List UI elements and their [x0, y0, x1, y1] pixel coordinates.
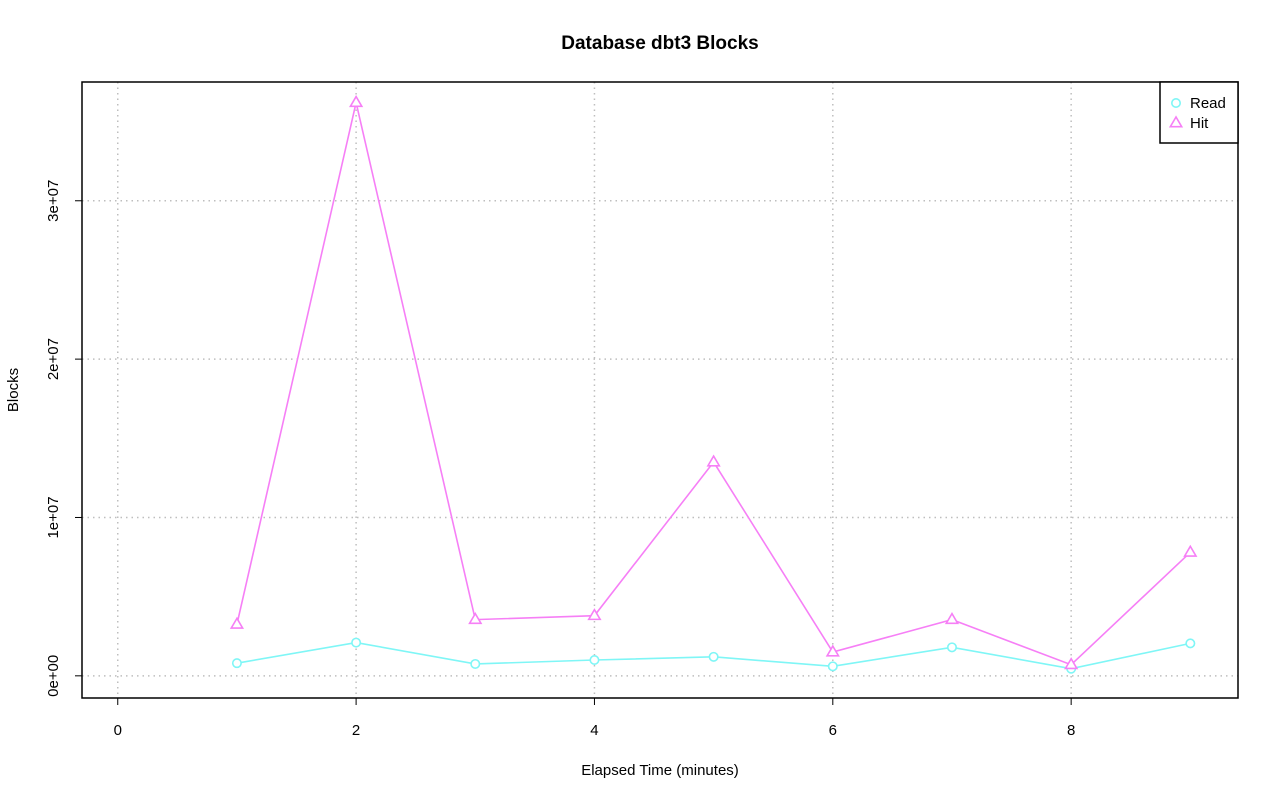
- read-point: [231, 658, 242, 669]
- y-tick-label: 1e+07: [45, 496, 62, 538]
- hit-point: [468, 612, 483, 625]
- read-point: [827, 661, 838, 672]
- x-axis-title: Elapsed Time (minutes): [581, 762, 739, 779]
- legend-hit-label: Hit: [1190, 115, 1209, 132]
- chart-title: Database dbt3 Blocks: [561, 33, 758, 54]
- hit-point: [1064, 657, 1079, 670]
- hit-point: [349, 95, 364, 108]
- x-tick-label: 4: [590, 722, 598, 739]
- read-point: [470, 658, 481, 669]
- x-tick-label: 2: [352, 722, 360, 739]
- y-tick-label: 0e+00: [45, 655, 62, 697]
- y-tick-label: 2e+07: [45, 338, 62, 380]
- hit-point: [587, 608, 602, 621]
- x-tick-label: 8: [1067, 722, 1075, 739]
- legend-box: [1159, 81, 1239, 144]
- hit-series-line: [236, 102, 1191, 666]
- legend: Read Hit: [1159, 81, 1239, 144]
- read-point: [589, 654, 600, 665]
- legend-hit-marker: [1168, 115, 1184, 128]
- grid-layer: [82, 82, 1238, 698]
- x-tick-label: 0: [114, 722, 122, 739]
- hit-point: [944, 612, 960, 625]
- axis-layer: 0 2 4 6 8 0e+00 1e+07 2e+07 3e+07: [45, 180, 1075, 739]
- hit-point: [825, 644, 840, 657]
- read-point: [946, 642, 957, 653]
- legend-read-marker: [1171, 98, 1182, 109]
- hit-point: [1183, 544, 1198, 557]
- legend-read-label: Read: [1190, 95, 1226, 112]
- x-tick-label: 6: [829, 722, 837, 739]
- y-axis-title: Blocks: [5, 368, 22, 412]
- hit-point: [706, 454, 721, 467]
- series-layer: [229, 95, 1198, 674]
- read-point: [708, 651, 719, 662]
- y-tick-label: 3e+07: [45, 180, 62, 222]
- read-point: [1185, 638, 1196, 649]
- read-point: [351, 637, 362, 648]
- hit-point: [229, 616, 245, 629]
- plot-frame: [81, 81, 1239, 699]
